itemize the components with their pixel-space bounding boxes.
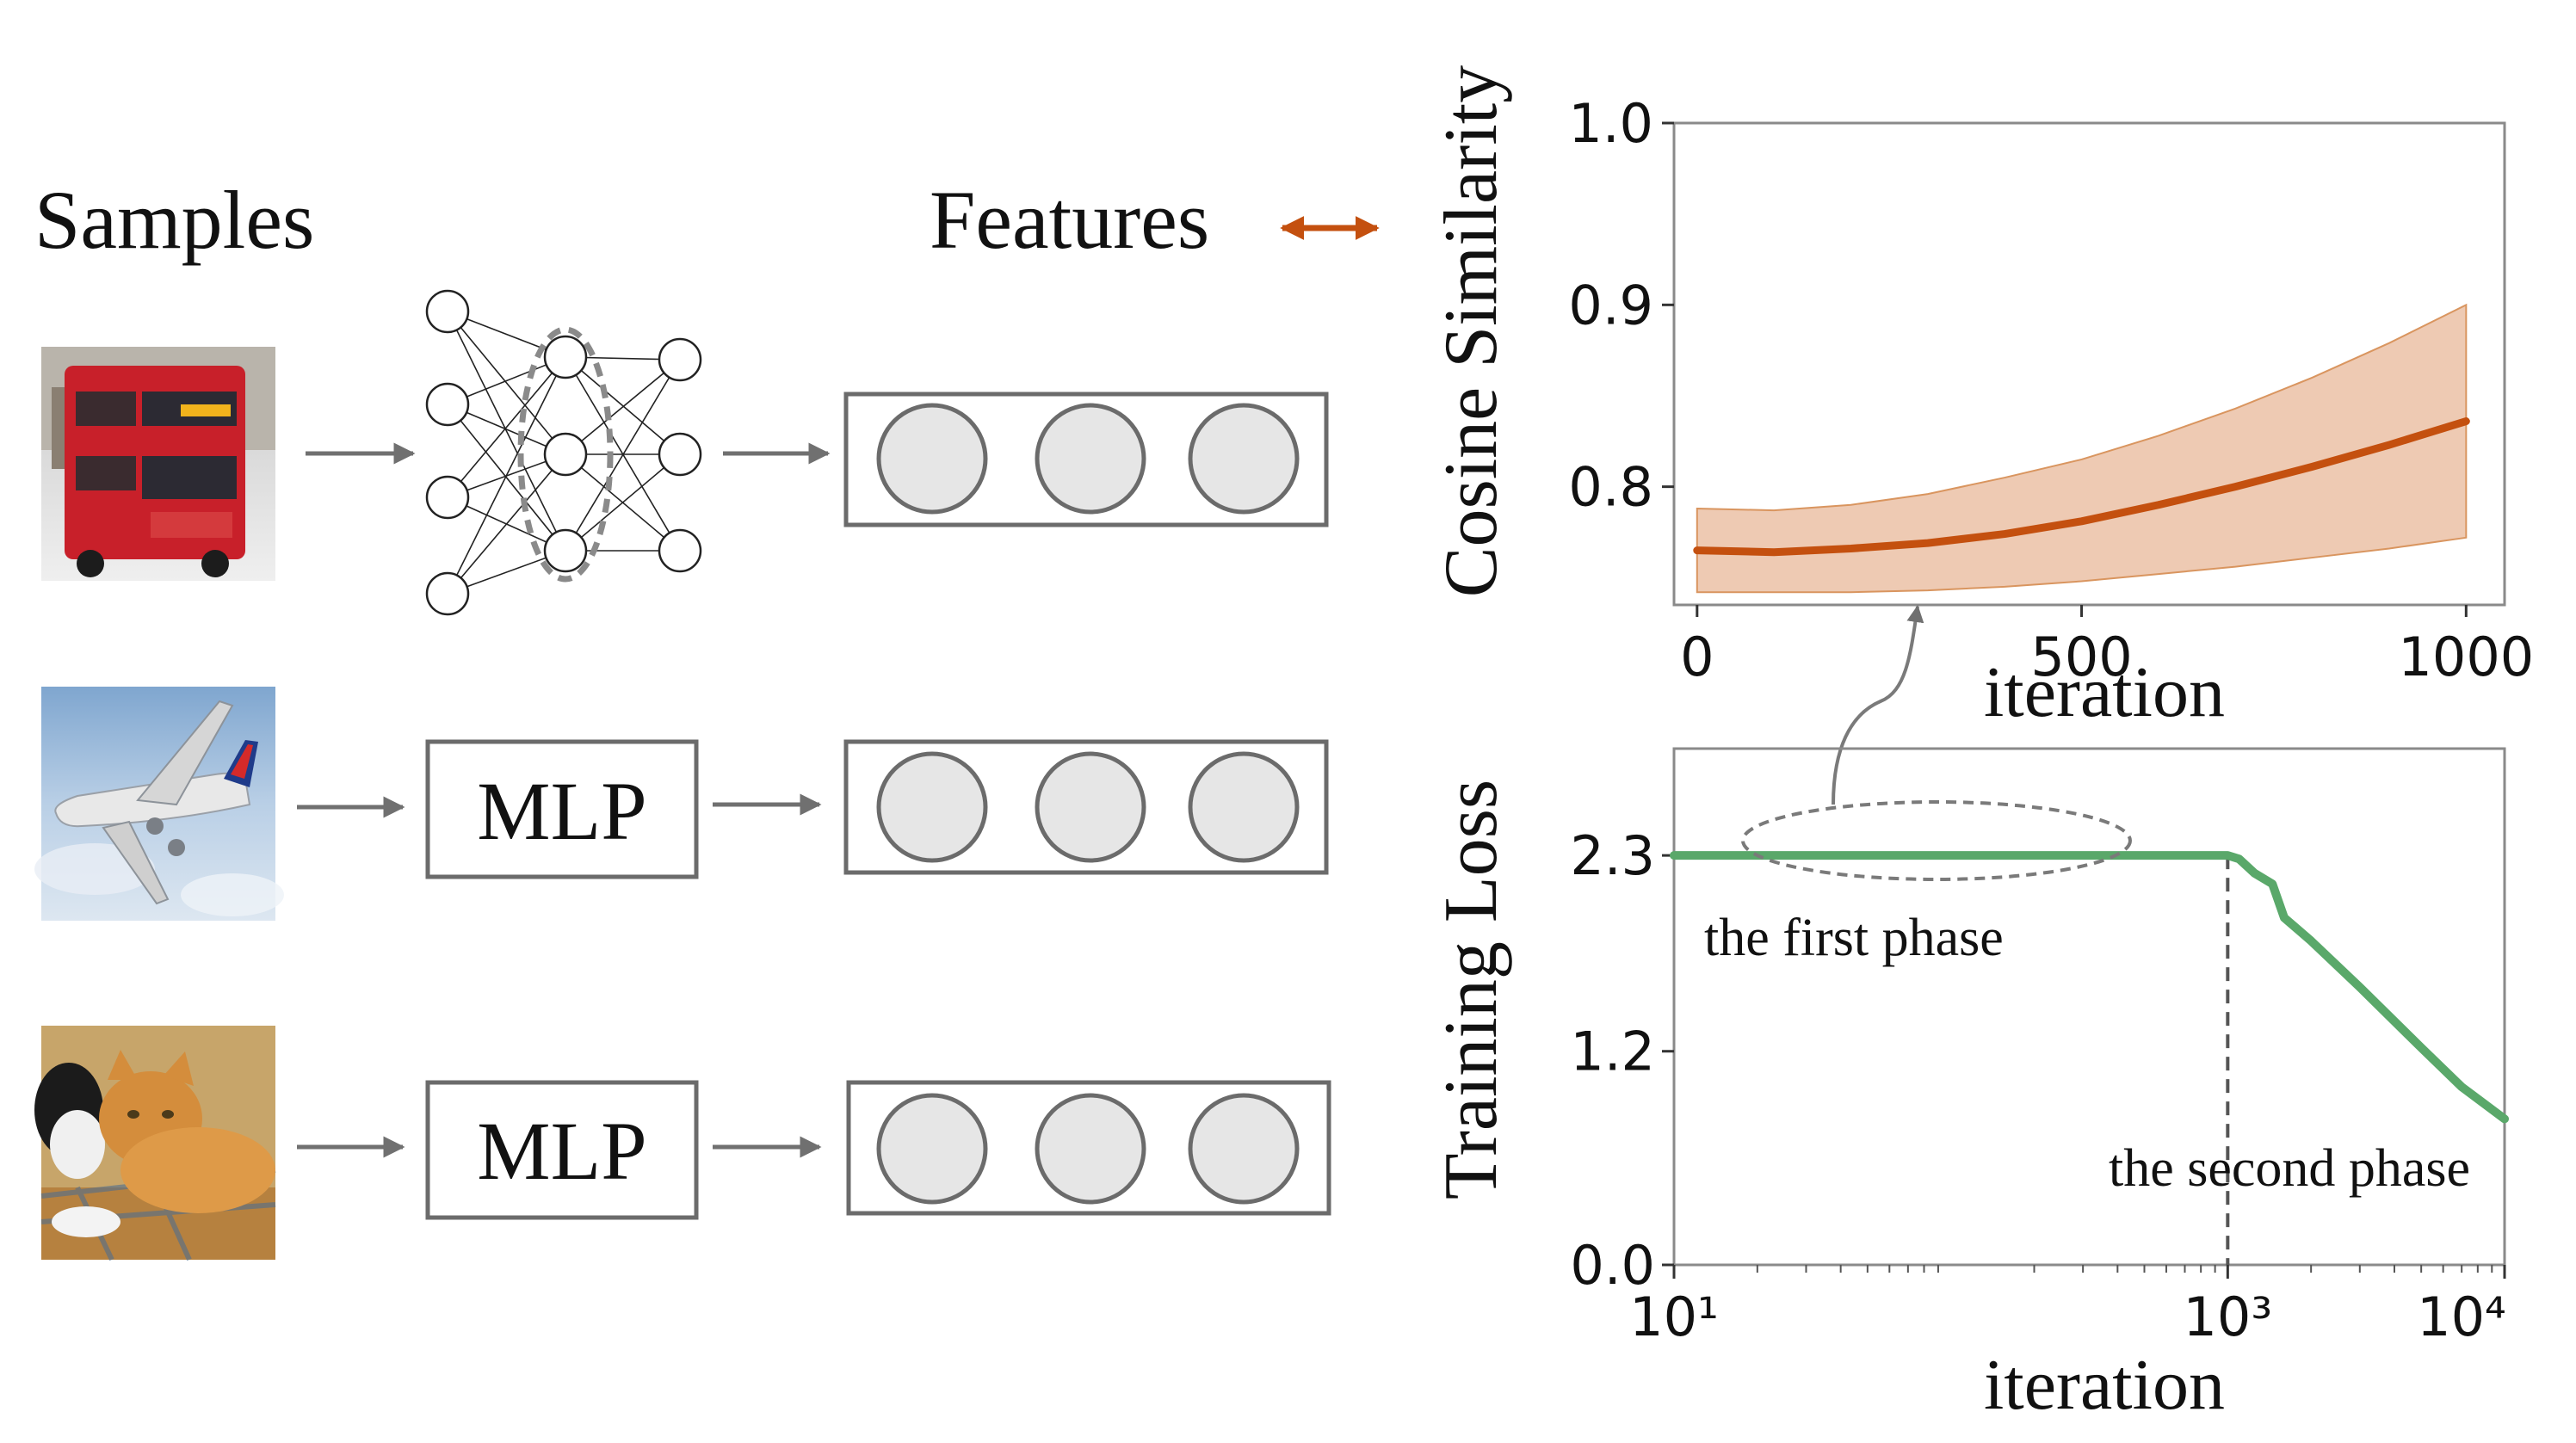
- cosine-xtick-label: 0: [1680, 626, 1714, 688]
- nn-node: [543, 432, 588, 477]
- training-loss-chart: Training Loss 0.0 1.2 2.3 10¹ 10³ 10⁴ the fi…: [1430, 747, 2509, 1425]
- samples-label: Samples: [34, 174, 314, 266]
- cosine-xlabel: iteration: [1984, 652, 2225, 732]
- feature-node: [876, 403, 988, 515]
- row3-feature-vector: [846, 1080, 1331, 1216]
- cosine-ytick-label: 1.0: [1568, 92, 1653, 155]
- nn-node: [658, 337, 702, 382]
- loss-ytick-label: 0.0: [1570, 1234, 1655, 1297]
- cosine-plot-frame: [1672, 121, 2506, 607]
- row1-feature-vector: [843, 392, 1329, 527]
- mlp-label: MLP: [477, 765, 646, 857]
- mlp-box-row3: MLP: [425, 1080, 699, 1220]
- mlp-label: MLP: [477, 1105, 646, 1197]
- loss-xtick-label: 10¹: [1629, 1286, 1719, 1348]
- loss-xtick-label: 10³: [2183, 1286, 2272, 1348]
- loss-xlabel: iteration: [1984, 1345, 2225, 1425]
- loss-ytick-label: 1.2: [1570, 1021, 1655, 1083]
- feature-node: [1035, 403, 1146, 515]
- sample-image-bus: [41, 347, 275, 581]
- nn-node: [658, 432, 702, 477]
- nn-edge: [447, 356, 566, 595]
- nn-node: [425, 475, 470, 520]
- cosine-std-band: [1696, 303, 2468, 594]
- nn-edge: [447, 453, 566, 595]
- first-phase-annotation: the first phase: [1704, 909, 2004, 967]
- cosine-mean-line: [1693, 417, 2470, 557]
- cosine-xtick-label: 500: [2030, 626, 2132, 688]
- cosine-ytick-label: 0.9: [1568, 274, 1653, 336]
- phase-link-arrow-icon: [1832, 605, 1924, 805]
- feature-node: [1035, 1093, 1146, 1205]
- nn-edge: [565, 359, 681, 552]
- nn-edge: [565, 453, 681, 552]
- feature-node: [876, 751, 988, 863]
- sample-image-airplane: [34, 687, 284, 921]
- feature-node: [876, 1093, 988, 1205]
- cosine-ytick-label: 0.8: [1568, 456, 1653, 519]
- nn-node: [658, 528, 702, 573]
- nn-edge: [447, 311, 566, 455]
- sample-image-cats: [34, 1026, 276, 1261]
- loss-plot-frame: [1672, 747, 2506, 1267]
- cosine-xtick-label: 1000: [2398, 626, 2534, 688]
- loss-line: [1670, 851, 2509, 1124]
- nn-edge: [447, 356, 566, 498]
- nn-edge: [565, 356, 681, 455]
- second-phase-annotation: the second phase: [2109, 1139, 2470, 1198]
- loss-ytick-label: 2.3: [1570, 824, 1655, 887]
- neural-network-diagram: [425, 289, 702, 616]
- nn-node: [425, 289, 470, 334]
- nn-node: [543, 528, 588, 573]
- feature-node: [1035, 751, 1146, 863]
- loss-ylabel: Training Loss: [1430, 780, 1513, 1199]
- nn-edge: [447, 404, 566, 552]
- nn-node: [425, 571, 470, 616]
- feature-node: [1188, 403, 1300, 515]
- nn-edge: [447, 311, 566, 552]
- mlp-box-row2: MLP: [425, 739, 699, 879]
- first-phase-ellipse: [1741, 800, 2132, 881]
- cosine-similarity-chart: Cosine Similarity 0.8 0.9 1.0 0 500 1000 ite…: [1430, 65, 2534, 732]
- nn-node: [543, 335, 588, 379]
- feature-node: [1188, 1093, 1300, 1205]
- features-label: Features: [930, 174, 1209, 266]
- hidden-layer-highlight: [517, 326, 614, 583]
- row2-feature-vector: [843, 739, 1329, 875]
- nn-edge: [565, 359, 681, 455]
- feature-node: [1188, 751, 1300, 863]
- nn-node: [425, 382, 470, 427]
- cosine-ylabel: Cosine Similarity: [1430, 65, 1513, 597]
- loss-xtick-label: 10⁴: [2417, 1286, 2506, 1348]
